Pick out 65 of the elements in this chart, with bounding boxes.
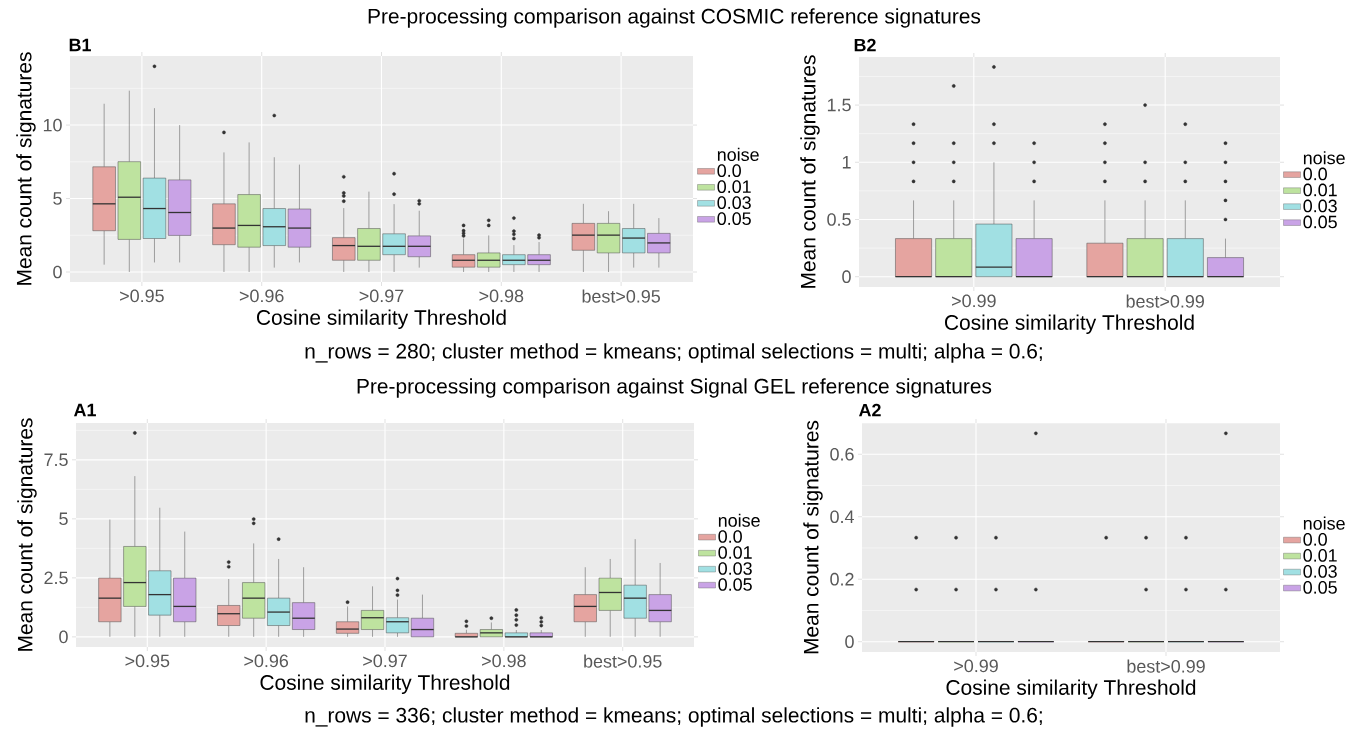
legend-label: 0.01 [717, 180, 751, 194]
legend-label: 0.05 [1303, 581, 1337, 594]
y-tick-label: 0.2 [830, 572, 854, 586]
y-axis-title: Mean count of signatures [16, 52, 36, 285]
x-axis-title: Cosine similarity Threshold [945, 314, 1194, 335]
legend-label: 0.03 [717, 196, 751, 210]
legend-label: 0.0 [1303, 167, 1327, 181]
y-axis-title: Mean count of signatures [800, 55, 820, 288]
y-axis-title: Mean count of signatures [17, 418, 37, 651]
x-tick-label: >0.96 [244, 654, 289, 668]
x-tick-label: >0.98 [482, 654, 526, 668]
x-axis-title: Cosine similarity Threshold [256, 309, 506, 330]
x-axis-title: Cosine similarity Threshold [946, 679, 1196, 700]
x-tick-label: best>0.95 [582, 289, 660, 303]
x-tick-label: best>0.95 [584, 654, 662, 668]
legend-label: 0.01 [1303, 549, 1337, 562]
chart-subtitle: A1 [73, 403, 96, 417]
legend-label: 0.05 [718, 578, 752, 591]
x-tick-label: >0.97 [359, 289, 404, 303]
legend-label: 0.01 [718, 546, 752, 559]
y-tick-label: 0 [845, 635, 854, 649]
y-tick-label: 2.5 [44, 571, 68, 585]
legend-label: 0.0 [1303, 533, 1327, 546]
y-tick-label: 5 [59, 512, 68, 526]
x-tick-label: best>0.99 [1126, 294, 1204, 308]
y-axis-title: Mean count of signatures [803, 420, 823, 654]
x-tick-label: best>0.99 [1127, 659, 1205, 673]
y-tick-label: 5 [53, 192, 62, 205]
y-tick-label: 0.4 [830, 510, 854, 524]
text: n_rows = 336; cluster method = kmeans; optimal selections = multi; alpha = 0.6; [305, 707, 1042, 727]
legend-label: 0.03 [1303, 565, 1337, 578]
legend-label: 0.03 [718, 562, 752, 575]
y-tick-label: 1.5 [827, 98, 851, 112]
x-tick-label: >0.95 [120, 289, 164, 303]
y-tick-label: 7.5 [44, 453, 68, 467]
y-tick-label: 10 [43, 118, 62, 132]
y-tick-label: 0 [53, 265, 62, 279]
legend-label: 0.05 [717, 212, 751, 226]
x-tick-label: >0.98 [479, 289, 524, 303]
legend-label: 0.0 [717, 164, 741, 178]
legend-title: noise [717, 147, 759, 161]
x-axis-title: Cosine similarity Threshold [260, 674, 510, 695]
chart-title: Pre-processing comparison against Signal GEL reference signatures [357, 378, 992, 398]
y-tick-label: 0.6 [830, 447, 854, 461]
chart-subtitle: A2 [858, 403, 881, 417]
y-tick-label: 0 [59, 630, 68, 644]
legend-label: 0.03 [1303, 199, 1337, 213]
legend-title: noise [1303, 516, 1345, 530]
chart-subtitle: B2 [854, 38, 876, 52]
x-tick-label: >0.95 [125, 654, 170, 668]
chart-subtitle: B1 [69, 38, 91, 52]
x-tick-label: >0.99 [954, 659, 998, 673]
x-tick-label: >0.97 [363, 654, 407, 668]
legend-label: 0.05 [1303, 215, 1337, 229]
legend-title: noise [718, 513, 760, 527]
legend-label: 0.01 [1303, 183, 1337, 197]
x-tick-label: >0.99 [952, 294, 996, 308]
y-tick-label: 1 [842, 156, 851, 169]
text: n_rows = 280; cluster method = kmeans; optimal selections = multi; alpha = 0.6; [305, 343, 1042, 363]
legend-title: noise [1303, 151, 1345, 165]
y-tick-label: 0 [842, 270, 851, 284]
y-tick-label: 0.5 [827, 213, 851, 226]
chart-title: Pre-processing comparison against COSMIC reference signatures [368, 8, 981, 28]
legend-label: 0.0 [718, 530, 742, 543]
x-tick-label: >0.96 [239, 289, 284, 303]
